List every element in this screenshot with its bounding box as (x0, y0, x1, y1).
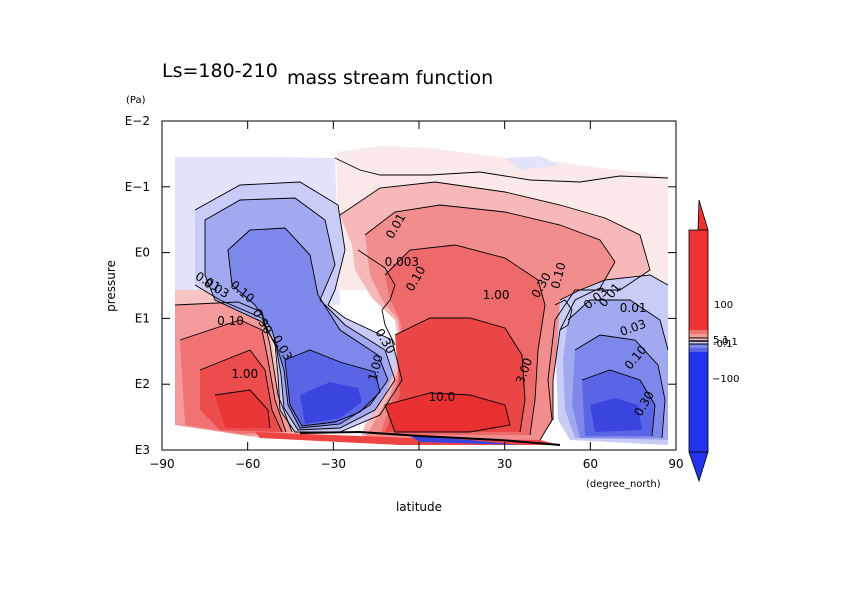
x-axis-tick-labels: −90 −60 −30 0 30 60 90 (149, 457, 683, 471)
chart-title: mass stream function (287, 67, 493, 89)
contour-line (567, 299, 669, 351)
chart-subtitle: Ls=180-210 (162, 60, 278, 82)
contour-line (554, 299, 573, 331)
y-tick-label: E3 (135, 443, 150, 457)
x-tick-label: −90 (149, 457, 174, 471)
contour-lines (174, 157, 669, 441)
cell-south-negative-4 (300, 382, 362, 424)
y-tick-label: E2 (135, 377, 150, 391)
contour-line (227, 227, 389, 429)
x-tick-label: 60 (583, 457, 598, 471)
contour-label: 1.00 (483, 288, 510, 302)
colorbar-bottom-arrow (688, 451, 709, 483)
y-tick-label: E−2 (125, 114, 150, 128)
colorbar-label-5-1: 5.1 (713, 335, 729, 346)
fill-upper-east-negative (505, 156, 560, 170)
contour-line (174, 301, 293, 433)
contour-line (179, 319, 287, 433)
contour-line (574, 334, 666, 439)
colorbar-label-neg-100: −100 (712, 374, 739, 385)
cell-south-positive-4 (215, 390, 270, 428)
contour-line (559, 274, 669, 301)
x-tick-label: 90 (668, 457, 683, 471)
x-tick-label: −60 (235, 457, 260, 471)
x-axis-label: latitude (396, 500, 442, 514)
contour-line (214, 389, 271, 429)
colorbar: 100 5.1 0.1 -0.1 −100 (688, 199, 739, 483)
colorbar-seg-red-3 (689, 330, 708, 334)
contour-label: 0.10 (548, 261, 568, 290)
contour-line (394, 317, 526, 433)
contour-line (357, 249, 396, 346)
contour-line (334, 157, 669, 183)
y-axis-tick-labels: E−2 E−1 E0 E1 E2 E3 (125, 114, 150, 457)
colorbar-seg-blue-3 (689, 348, 708, 352)
contour-label: 0.10 (217, 314, 244, 328)
colorbar-seg-blue-4 (689, 352, 708, 452)
contour-line (199, 349, 283, 433)
surface-strip-blue (410, 436, 520, 445)
colorbar-label-100: 100 (714, 300, 733, 311)
colorbar-seg-blue-1 (689, 341, 708, 344)
colorbar-label-neg-0-1: -0.1 (713, 339, 733, 350)
contour-label: 1.00 (365, 353, 385, 382)
contour-line (384, 244, 546, 436)
x-tick-label: 30 (497, 457, 512, 471)
contour-label: 0.003 (385, 255, 419, 269)
contour-label: 0.01 (620, 301, 647, 315)
axis-ticks (161, 120, 677, 451)
cell-central-positive-4 (385, 393, 510, 432)
contour-label: 1.00 (231, 367, 258, 381)
x-tick-label: 0 (415, 457, 423, 471)
x-axis-unit: (degree_north) (586, 479, 661, 490)
colorbar-seg-blue-2 (689, 344, 708, 348)
stream-function-field (162, 121, 676, 450)
contour-line (364, 204, 616, 420)
y-axis-unit: (Pa) (126, 95, 146, 106)
y-tick-label: E1 (135, 311, 150, 325)
y-tick-label: E−1 (125, 180, 150, 194)
colorbar-top-arrow (697, 199, 709, 231)
contour-line (204, 197, 396, 431)
contour-label: 10.0 (428, 390, 455, 404)
contour-line (581, 369, 656, 437)
x-tick-label: −30 (321, 457, 346, 471)
y-axis-label: pressure (104, 260, 118, 312)
colorbar-seg-red-1 (689, 338, 708, 341)
colorbar-label-0-1: 0.1 (722, 337, 738, 348)
contour-line (194, 181, 403, 433)
colorbar-seg-red-2 (689, 334, 708, 338)
y-tick-label: E0 (135, 246, 150, 260)
colorbar-seg-red-4 (689, 230, 708, 330)
contour-line (339, 181, 651, 441)
cell-north-negative-4 (590, 398, 642, 432)
contour-line (284, 349, 381, 427)
contour-line (384, 392, 511, 433)
